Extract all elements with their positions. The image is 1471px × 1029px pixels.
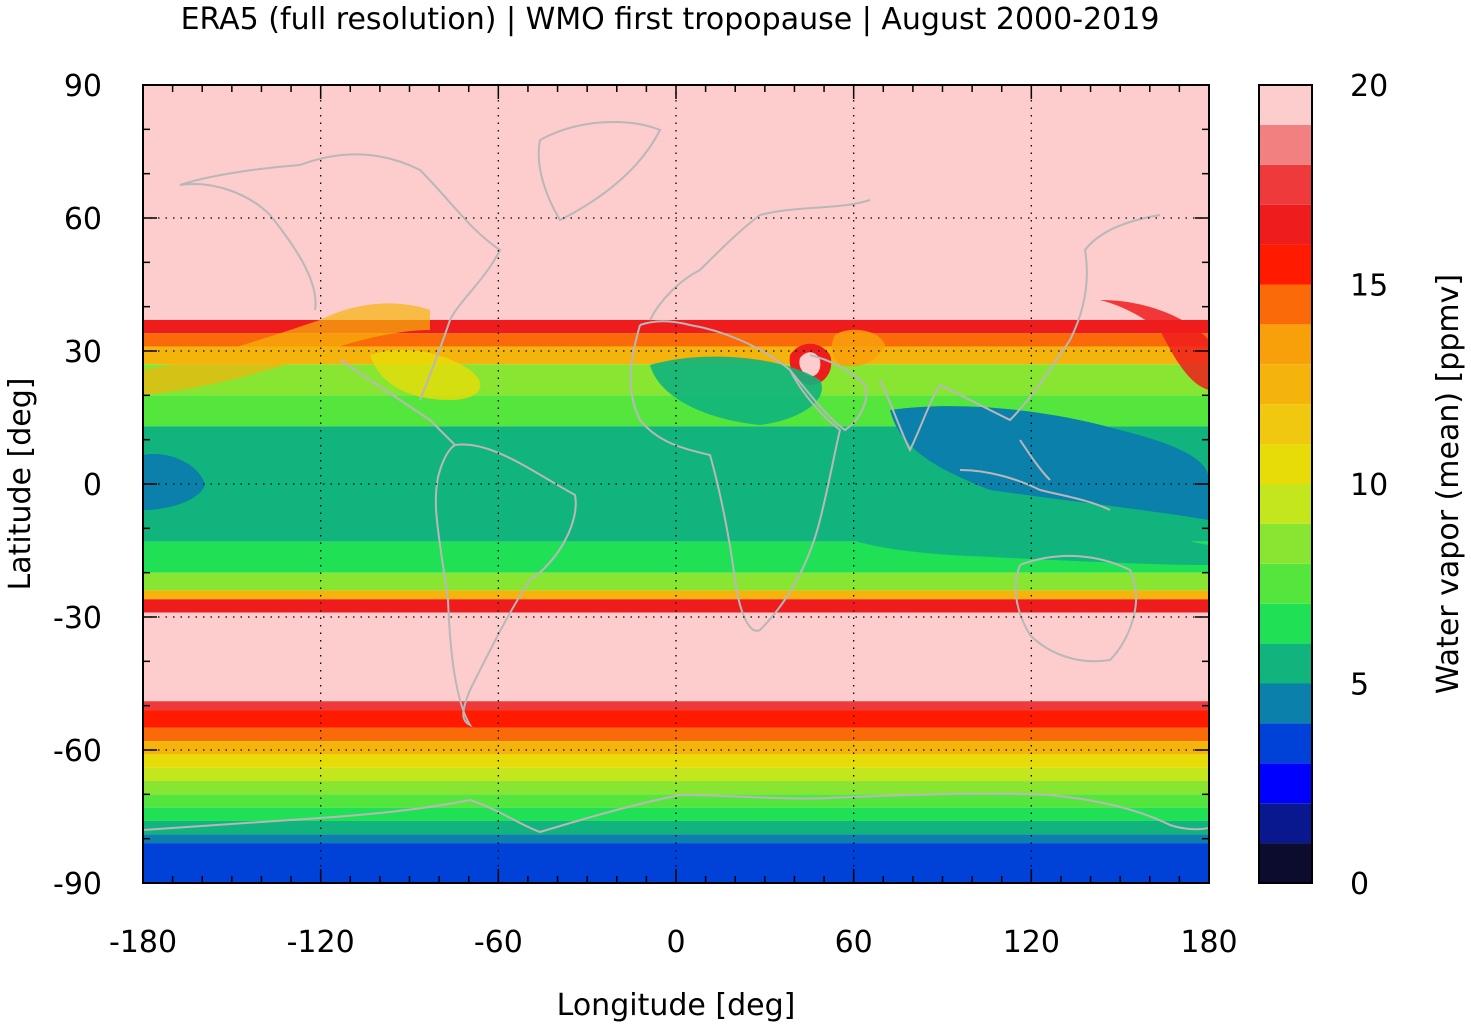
- africa-dry-patch: [650, 356, 822, 425]
- central-america-coast: [339, 359, 456, 446]
- map-plot-area: [143, 85, 1209, 883]
- colorbar-level-11: [1259, 404, 1312, 445]
- zonal-band-12: [143, 701, 1209, 711]
- regional-features: [143, 300, 1209, 565]
- africa-coast: [629, 320, 842, 632]
- coastlines: [143, 120, 1209, 834]
- arabia-coast: [789, 354, 868, 432]
- antarctica-coast: [143, 792, 1209, 834]
- atlantic-dry-patch: [575, 454, 635, 479]
- colorbar-level-16: [1259, 204, 1312, 245]
- north-america-coast: [179, 153, 502, 401]
- north-america-monsoon: [370, 350, 481, 400]
- colorbar-level-6: [1259, 603, 1312, 644]
- colorbar-level-7: [1259, 563, 1312, 604]
- colorbar-level-8: [1259, 523, 1312, 564]
- zonal-band-19: [143, 794, 1209, 808]
- colorbar-level-19: [1259, 85, 1312, 125]
- x-tick-label: -180: [109, 925, 177, 960]
- colorbar-level-9: [1259, 484, 1312, 524]
- north-pacific-jet-dip: [143, 303, 430, 395]
- colorbar-level-2: [1259, 763, 1312, 804]
- east-pacific-low: [143, 454, 205, 510]
- colorbar-label: Water vapor (mean) [ppmv]: [1431, 274, 1466, 694]
- y-tick-label: 60: [64, 202, 102, 237]
- colorbar-level-0: [1259, 843, 1312, 883]
- maritime-continent-coast: [959, 439, 1111, 511]
- tibetan-plateau-patch: [831, 329, 885, 367]
- x-tick-label: 180: [1180, 925, 1237, 960]
- zonal-band-2: [143, 333, 1209, 347]
- x-tick-labels: -180 -120 -60 0 60 120 180: [109, 925, 1238, 960]
- northeast-pacific-jet: [1100, 300, 1209, 390]
- zonal-band-17: [143, 767, 1209, 782]
- y-tick-label: -60: [53, 734, 102, 769]
- y-tick-label: 30: [64, 335, 102, 370]
- colorbar-level-18: [1259, 124, 1312, 165]
- zonal-band-22: [143, 834, 1209, 844]
- colorbar-level-17: [1259, 164, 1312, 205]
- india-coast: [879, 379, 941, 453]
- y-tick-label: 0: [83, 468, 102, 503]
- x-tick-label: 120: [1003, 925, 1060, 960]
- y-axis-label: Latitude [deg]: [3, 378, 38, 591]
- colorbar-tick-label: 10: [1350, 468, 1388, 503]
- y-tick-label: -30: [53, 601, 102, 636]
- y-tick-labels: 90 60 30 0 -30 -60 -90: [53, 69, 102, 902]
- zonal-band-9: [143, 590, 1209, 600]
- europe-coast: [649, 199, 871, 321]
- colorbar-level-1: [1259, 803, 1312, 844]
- australia-coast: [1014, 555, 1138, 663]
- x-tick-label: -120: [287, 925, 355, 960]
- zonal-band-10: [143, 599, 1209, 613]
- colorbar: [1259, 85, 1312, 883]
- colorbar-level-15: [1259, 244, 1312, 285]
- indian-ocean-dry-band: [800, 500, 1209, 565]
- zonal-band-0: [143, 85, 1209, 320]
- colorbar-level-3: [1259, 723, 1312, 764]
- colorbar-tick-label: 0: [1350, 867, 1369, 902]
- greenland-coast: [537, 120, 662, 222]
- grid-lines: [143, 85, 1209, 883]
- colorbar-tick-label: 20: [1350, 69, 1388, 104]
- y-tick-label: -90: [53, 867, 102, 902]
- zonal-band-13: [143, 710, 1209, 728]
- south-america-coast: [434, 443, 577, 728]
- warm-pool-low: [890, 406, 1209, 520]
- colorbar-level-10: [1259, 444, 1312, 484]
- zonal-band-14: [143, 727, 1209, 742]
- colorbar-level-12: [1259, 364, 1312, 405]
- axis-ticks: [142, 84, 1210, 884]
- colorbar-level-14: [1259, 284, 1312, 325]
- zonal-band-8: [143, 572, 1209, 591]
- y-tick-label: 90: [64, 69, 102, 104]
- zonal-band-20: [143, 807, 1209, 821]
- colorbar-tick-label: 15: [1350, 269, 1388, 304]
- colorbar-level-13: [1259, 324, 1312, 365]
- colorbar-level-4: [1259, 683, 1312, 724]
- zonal-band-18: [143, 781, 1209, 795]
- x-tick-label: -60: [474, 925, 523, 960]
- chart-title: ERA5 (full resolution) | WMO first tropo…: [180, 2, 1160, 37]
- asian-monsoon-core-inner: [799, 352, 821, 377]
- x-tick-label: 0: [666, 925, 685, 960]
- zonal-band-15: [143, 741, 1209, 755]
- east-asia-coast: [939, 214, 1161, 422]
- colorbar-level-5: [1259, 643, 1312, 684]
- x-axis-label: Longitude [deg]: [557, 988, 796, 1023]
- colorbar-tick-label: 5: [1350, 668, 1369, 703]
- x-tick-label: 60: [835, 925, 873, 960]
- colorbar-frame: [1258, 84, 1313, 884]
- colorbar-tick-labels: 20 15 10 5 0: [1350, 69, 1388, 902]
